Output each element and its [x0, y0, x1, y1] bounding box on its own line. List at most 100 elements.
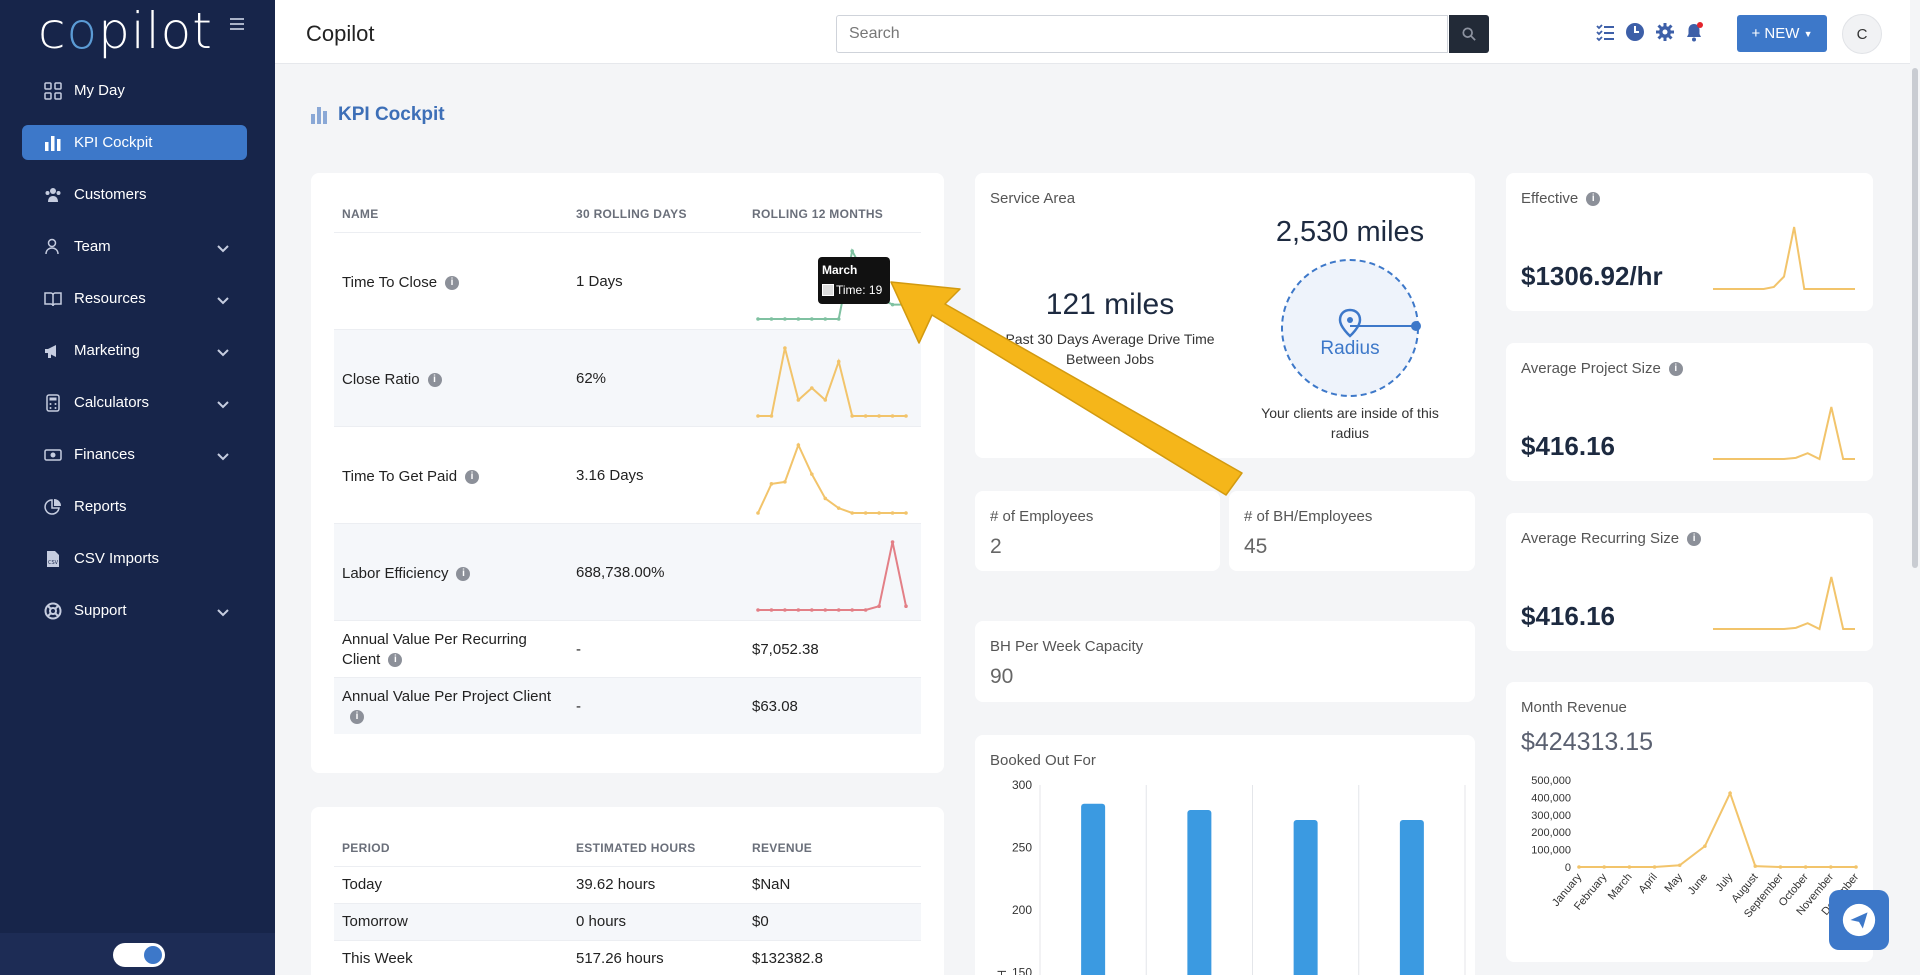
kpi-name: Annual Value Per Recurring Client i	[342, 630, 552, 670]
sparkline-point	[796, 608, 801, 612]
avg-recurring-label: Average Recurring Size i	[1521, 530, 1702, 547]
service-area-label: Service Area	[990, 190, 1076, 207]
sparkline-point	[783, 480, 787, 484]
info-icon[interactable]: i	[427, 372, 442, 387]
sidebar-item-label: Reports	[74, 498, 127, 515]
sidebar-item-team[interactable]: Team	[22, 229, 247, 264]
revenue-point	[1677, 863, 1682, 868]
calculator-icon	[44, 393, 62, 412]
sparkline-point	[796, 443, 801, 447]
scrollbar[interactable]	[1910, 0, 1920, 975]
search-input[interactable]	[836, 15, 1448, 53]
chevron-down-icon[interactable]	[217, 396, 229, 409]
info-icon[interactable]: i	[1586, 192, 1601, 207]
sparkline-point	[756, 511, 760, 515]
bar	[1081, 803, 1106, 975]
table-row: Labor Efficiency i 688,738.00%	[334, 523, 921, 620]
kpi-rolling-30: -	[576, 640, 581, 658]
period-table-card	[311, 807, 944, 975]
chevron-down-icon[interactable]	[217, 344, 229, 357]
sparkline-point	[769, 608, 774, 612]
kpi-name-text: Close Ratio	[342, 370, 420, 388]
sparkline-point	[810, 472, 814, 476]
sparkline-point	[850, 608, 854, 612]
chevron-down-icon[interactable]	[217, 292, 229, 305]
table-row: Today 39.62 hours $NaN	[334, 866, 921, 903]
gear-icon[interactable]	[1655, 22, 1675, 42]
sidebar-item-finances[interactable]: Finances	[22, 437, 247, 472]
kpi-sparkline[interactable]	[752, 342, 912, 422]
revenue-point	[1778, 865, 1783, 869]
bar-chart-icon	[311, 107, 327, 124]
info-icon[interactable]: i	[445, 275, 460, 290]
x-tick-label: July	[1714, 871, 1736, 894]
chevron-down-icon[interactable]	[217, 604, 229, 617]
info-icon[interactable]: i	[465, 469, 480, 484]
info-icon[interactable]: i	[350, 709, 364, 724]
chevron-down-icon[interactable]	[217, 448, 229, 461]
bar	[1399, 820, 1424, 975]
sidebar-item-csv-imports[interactable]: CSV CSV Imports	[22, 541, 247, 576]
new-button-label: + NEW	[1751, 25, 1800, 42]
drive-caption-line1: Past 30 Days Average Drive Time	[1005, 331, 1215, 347]
info-icon[interactable]: i	[456, 566, 471, 581]
sparkline-point	[769, 482, 774, 486]
y-tick-label: 500,000	[1531, 775, 1571, 787]
clock-icon[interactable]	[1625, 22, 1645, 42]
sidebar-item-label: Team	[74, 238, 111, 255]
effective-card: Effective i $1306.92/hr	[1506, 173, 1873, 311]
bell-icon[interactable]	[1684, 22, 1704, 42]
sidebar-item-kpi-cockpit[interactable]: KPI Cockpit	[22, 125, 247, 160]
avatar[interactable]: C	[1842, 14, 1882, 54]
chevron-down-icon[interactable]	[217, 240, 229, 253]
sidebar-item-my-day[interactable]: My Day	[22, 73, 247, 108]
avg-recurring-card: Average Recurring Size i $416.16	[1506, 513, 1873, 651]
info-icon[interactable]: i	[388, 652, 403, 667]
sparkline-series	[758, 347, 906, 417]
sidebar-item-calculators[interactable]: Calculators	[22, 385, 247, 420]
sidebar-item-label: Customers	[74, 186, 147, 203]
tooltip-title: March	[822, 263, 858, 277]
sparkline-point	[877, 414, 881, 418]
new-button[interactable]: + NEW ▼	[1737, 15, 1827, 52]
tasks-icon[interactable]	[1595, 22, 1615, 42]
month-revenue-card: Month Revenue $424313.15 0 100,000 200,000…	[1506, 682, 1873, 962]
sidebar-item-support[interactable]: Support	[22, 593, 247, 628]
theme-toggle[interactable]	[113, 943, 165, 967]
grid-icon	[44, 81, 62, 100]
chat-button[interactable]	[1829, 890, 1889, 950]
page-title: KPI Cockpit	[310, 104, 445, 126]
sparkline-point	[783, 608, 787, 612]
sparkline-series	[1713, 576, 1855, 631]
logo[interactable]: copilot	[38, 2, 213, 60]
bh-week-label: BH Per Week Capacity	[990, 638, 1144, 655]
info-icon[interactable]: i	[1687, 532, 1702, 547]
sidebar-item-reports[interactable]: Reports	[22, 489, 247, 524]
radius-distance: 2,530 miles	[1275, 216, 1425, 248]
booked-out-card: Booked Out For 150 200 250 300 BH	[975, 735, 1475, 975]
y-tick-label: 200,000	[1531, 827, 1571, 839]
kpi-sparkline[interactable]	[752, 439, 912, 519]
hamburger-menu-icon[interactable]	[230, 18, 244, 33]
sparkline-point	[836, 506, 841, 510]
sparkline-point	[796, 398, 801, 402]
revenue-point	[1602, 865, 1606, 869]
kpi-rolling-30: 688,738.00%	[576, 563, 665, 581]
kpi-sparkline[interactable]	[752, 536, 912, 616]
search-button[interactable]	[1449, 15, 1489, 53]
period-revenue: $NaN	[752, 876, 791, 893]
scrollbar-thumb[interactable]	[1912, 68, 1918, 568]
sidebar-item-resources[interactable]: Resources	[22, 281, 247, 316]
sidebar-item-customers[interactable]: Customers	[22, 177, 247, 212]
month-revenue-value: $424313.15	[1521, 728, 1654, 756]
map-pin-icon	[1338, 308, 1362, 338]
kpi-name-text: Annual Value Per Project Client	[342, 687, 552, 705]
sidebar-footer	[0, 933, 275, 975]
sidebar-item-marketing[interactable]: Marketing	[22, 333, 247, 368]
kpi-rolling-12: $63.08	[752, 697, 798, 715]
tooltip-value: Time: 19	[822, 283, 882, 297]
kpi-name-text: Time To Get Paid	[342, 467, 458, 485]
legend-swatch	[822, 284, 834, 296]
revenue-point	[1753, 864, 1758, 868]
info-icon[interactable]: i	[1668, 362, 1683, 377]
